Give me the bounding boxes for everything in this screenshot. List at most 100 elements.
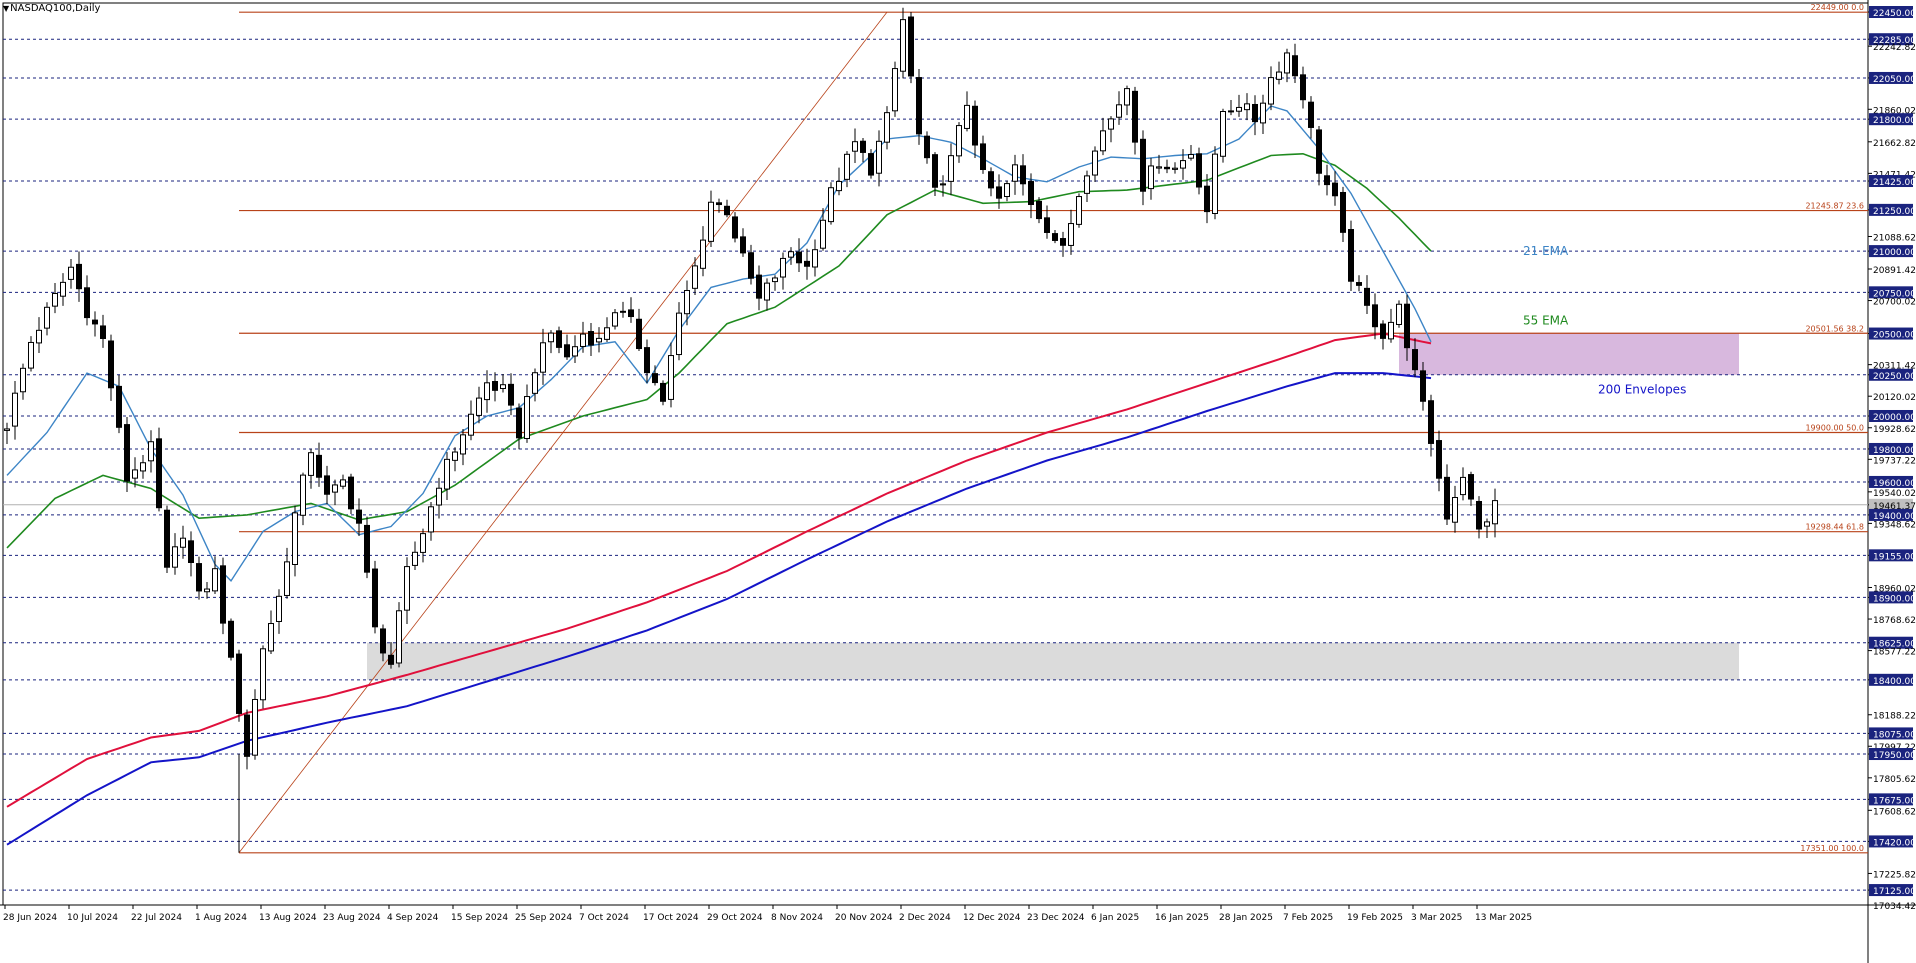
candle-body [428,506,434,533]
candle-body [788,251,794,258]
candle-body [844,153,850,180]
candle-body [1444,476,1450,520]
candle-body [868,153,874,176]
candle-body [164,509,170,568]
candle-body [564,344,570,358]
candle-body [1372,304,1378,328]
candle-body [316,454,322,478]
price-badge-label: 18075.00 [1873,730,1916,740]
price-tick-label: 19540.02 [1873,489,1916,499]
candle-body [1004,183,1010,198]
price-tick-label: 19348.62 [1873,520,1916,530]
price-tick-label: 20311.42 [1873,362,1916,372]
price-badge [1869,884,1913,897]
candle-body [772,277,778,283]
candle-body [100,325,106,339]
candle-body [820,219,826,249]
time-tick-label: 17 Oct 2024 [643,913,699,923]
time-tick-label: 28 Jan 2025 [1219,913,1273,923]
candle-body [1052,233,1058,241]
candle-body [1412,349,1418,371]
candle-body [980,143,986,171]
candle-body [1324,175,1330,186]
candle-body [700,239,706,269]
price-tick-label: 17225.82 [1873,870,1916,880]
candle-body [276,595,282,622]
candle-body [948,155,954,182]
price-badge [1869,71,1913,84]
candle-body [524,396,530,440]
fib-level-label: 19900.00 50.0 [1805,423,1864,432]
price-badge [1869,368,1913,381]
candle-body [956,125,962,157]
symbol-title: NASDAQ100,Daily [10,3,101,14]
candle-body [212,568,218,592]
price-tick-label: 18960.02 [1873,584,1916,594]
time-tick-label: 7 Feb 2025 [1283,913,1333,923]
time-tick-label: 6 Jan 2025 [1091,913,1139,923]
candle-body [468,413,474,436]
envelope-upper-line [6,332,1432,808]
candle-body [892,68,898,112]
candle-body [1188,154,1194,159]
candle-body [644,347,650,374]
candle-body [532,372,538,394]
price-badge [1869,327,1913,340]
current-price-label: 19461.37 [1873,502,1916,512]
candle-body [452,451,458,461]
time-tick-label: 25 Sep 2024 [515,913,572,923]
price-badge [1869,793,1913,806]
price-badge [1869,33,1913,46]
price-badge-label: 19600.00 [1873,479,1916,489]
candle-body [1220,111,1226,157]
price-badge [1869,549,1913,562]
price-tick-label: 19737.22 [1873,456,1916,466]
candle-body [412,551,418,566]
candle-body [1148,165,1154,190]
annotation-55-ema: 55 EMA [1523,313,1569,327]
candle-body [1068,223,1074,246]
candle-body [508,383,514,406]
candle-body [836,180,842,192]
candle-body [476,397,482,416]
candle-body [1356,282,1362,286]
candle-body [1492,500,1498,525]
candle-body [972,105,978,146]
chart-title[interactable]: ▼NASDAQ100,Daily [3,3,100,14]
candle-body [652,373,658,384]
price-badge [1869,175,1913,188]
price-tick-label: 18577.22 [1873,648,1916,658]
time-tick-label: 19 Feb 2025 [1347,913,1403,923]
candle-body [716,202,722,206]
candle-body [828,187,834,223]
price-badge-label: 19800.00 [1873,446,1916,456]
candle-body [324,475,330,495]
candle-body [1380,323,1386,339]
fib-trend-line [238,11,888,854]
candle-body [660,382,666,402]
candle-body [804,260,810,267]
fib-level-label: 22449.00 0.0 [1811,3,1864,12]
price-tick-label: 21088.62 [1873,233,1916,243]
candle-body [260,648,266,701]
candle-body [852,141,858,152]
candle-body [116,385,122,428]
candle-body [668,355,674,400]
price-badge [1869,245,1913,258]
candle-body [924,135,930,159]
candle-body [900,19,906,72]
time-tick-label: 15 Sep 2024 [451,913,508,923]
candle-body [1388,321,1394,340]
candle-body [1164,166,1170,170]
candle-body [4,428,10,431]
candle-body [796,251,802,264]
candle-body [228,620,234,658]
candle-body [1140,138,1146,192]
candle-body [1044,217,1050,233]
time-tick-label: 12 Dec 2024 [963,913,1021,923]
chart-menu-icon[interactable]: ▼ [3,4,10,13]
candle-body [28,341,34,369]
candle-body [332,484,338,493]
